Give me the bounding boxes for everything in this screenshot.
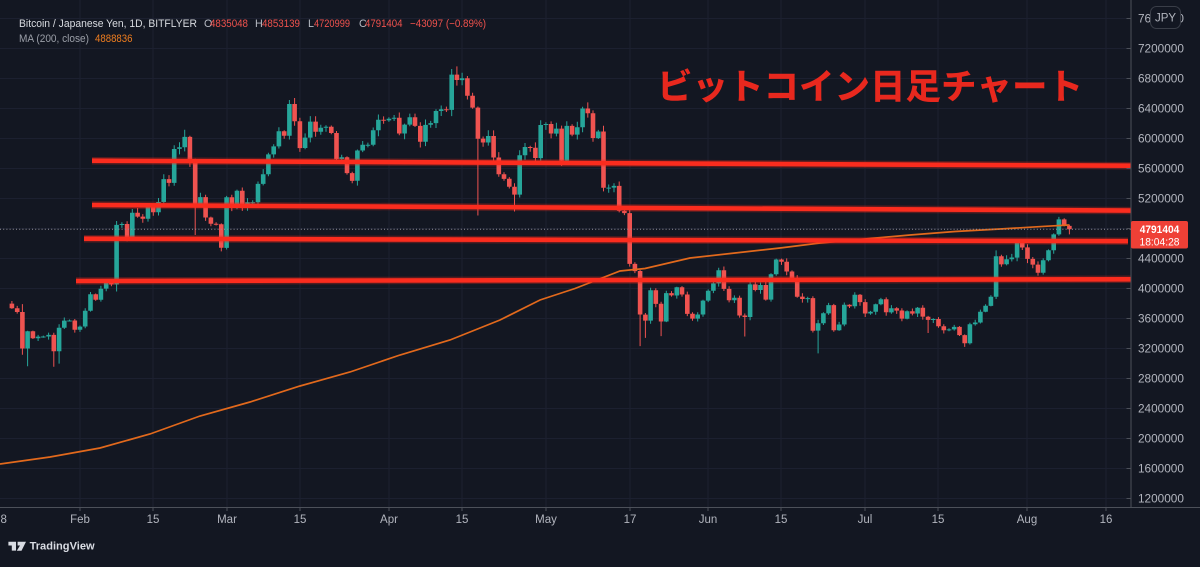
svg-text:18:04:28: 18:04:28 bbox=[1140, 237, 1180, 249]
svg-text:4835048: 4835048 bbox=[210, 18, 248, 30]
svg-text:Apr: Apr bbox=[380, 514, 398, 526]
svg-text:6000000: 6000000 bbox=[1138, 132, 1184, 146]
svg-text:H: H bbox=[255, 18, 263, 30]
svg-text:1600000: 1600000 bbox=[1138, 462, 1184, 476]
svg-text:Mar: Mar bbox=[217, 514, 237, 526]
svg-text:Bitcoin / Japanese Yen, 1D, BI: Bitcoin / Japanese Yen, 1D, BITFLYER bbox=[19, 18, 197, 30]
svg-text:Jul: Jul bbox=[858, 514, 873, 526]
svg-text:JPY: JPY bbox=[1155, 13, 1176, 25]
svg-text:4853139: 4853139 bbox=[262, 18, 300, 30]
svg-text:Aug: Aug bbox=[1017, 514, 1037, 526]
svg-text:3200000: 3200000 bbox=[1138, 342, 1184, 356]
svg-text:15: 15 bbox=[147, 514, 160, 526]
svg-text:4791404: 4791404 bbox=[365, 18, 403, 30]
svg-text:15: 15 bbox=[775, 514, 788, 526]
svg-text:15: 15 bbox=[932, 514, 945, 526]
svg-text:−43097 (−0.89%): −43097 (−0.89%) bbox=[410, 18, 486, 30]
svg-text:L: L bbox=[308, 18, 314, 30]
svg-text:2000000: 2000000 bbox=[1138, 432, 1184, 446]
svg-text:5200000: 5200000 bbox=[1138, 192, 1184, 206]
svg-text:18: 18 bbox=[0, 514, 7, 526]
svg-text:1200000: 1200000 bbox=[1138, 492, 1184, 506]
svg-text:Jun: Jun bbox=[699, 514, 718, 526]
svg-text:2400000: 2400000 bbox=[1138, 402, 1184, 416]
svg-text:4888836: 4888836 bbox=[95, 33, 133, 45]
svg-text:2800000: 2800000 bbox=[1138, 372, 1184, 386]
svg-text:Feb: Feb bbox=[70, 514, 90, 526]
svg-text:4400000: 4400000 bbox=[1138, 252, 1184, 266]
svg-text:15: 15 bbox=[456, 514, 469, 526]
svg-text:MA (200, close): MA (200, close) bbox=[19, 33, 89, 45]
svg-text:6800000: 6800000 bbox=[1138, 72, 1184, 86]
svg-text:O: O bbox=[204, 18, 212, 30]
svg-text:16: 16 bbox=[1100, 514, 1113, 526]
svg-text:5600000: 5600000 bbox=[1138, 162, 1184, 176]
svg-text:May: May bbox=[535, 514, 557, 526]
svg-text:4791404: 4791404 bbox=[1140, 224, 1180, 236]
svg-text:6400000: 6400000 bbox=[1138, 102, 1184, 116]
svg-text:7200000: 7200000 bbox=[1138, 42, 1184, 56]
svg-text:3600000: 3600000 bbox=[1138, 312, 1184, 326]
svg-text:C: C bbox=[359, 18, 367, 30]
svg-text:17: 17 bbox=[624, 514, 637, 526]
svg-text:4000000: 4000000 bbox=[1138, 282, 1184, 296]
svg-text:TradingView: TradingView bbox=[30, 541, 95, 553]
svg-text:4720999: 4720999 bbox=[314, 18, 350, 30]
svg-text:15: 15 bbox=[294, 514, 307, 526]
